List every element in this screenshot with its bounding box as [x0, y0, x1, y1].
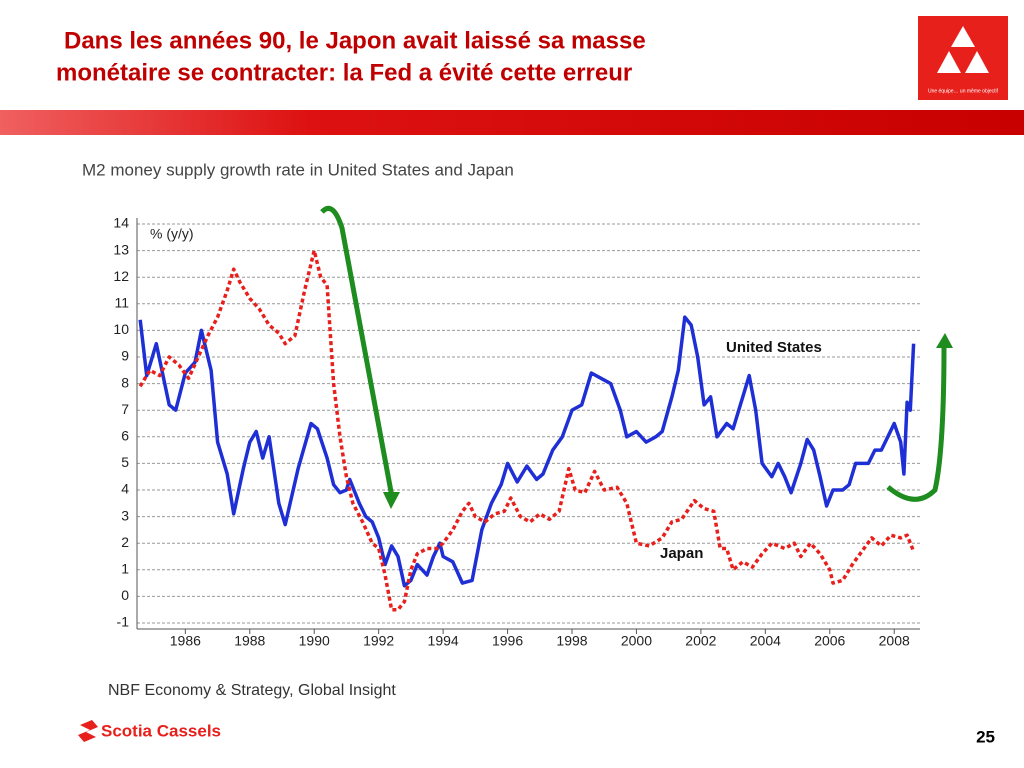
x-tick-label: 1988 [234, 633, 265, 649]
x-tick-label: 1990 [299, 633, 330, 649]
logo-icon [78, 720, 98, 742]
arrow [886, 344, 947, 502]
x-tick-label: 1996 [492, 633, 523, 649]
arrow-head [936, 333, 953, 348]
series-label: Japan [660, 545, 703, 562]
logo: Scotia Cassels [78, 720, 221, 742]
chart-title: M2 money supply growth rate in United St… [82, 160, 514, 179]
arrow [320, 206, 395, 498]
y-tick-label: 0 [121, 587, 129, 603]
x-tick-label: 1998 [556, 633, 587, 649]
x-tick-label: 2004 [750, 633, 781, 649]
y-tick-label: -1 [117, 614, 130, 630]
x-tick-label: 2000 [621, 633, 652, 649]
series-line [138, 315, 916, 588]
red-band [0, 110, 1024, 135]
x-tick-label: 1986 [170, 633, 201, 649]
y-tick-label: 3 [121, 507, 129, 523]
slide-title: monétaire se contracter: la Fed a évité … [56, 59, 632, 86]
badge-triangle [951, 26, 975, 47]
series-label: United States [726, 339, 822, 356]
y-axis-label: % (y/y) [150, 226, 194, 242]
y-tick-label: 13 [113, 241, 129, 257]
y-tick-label: 8 [121, 374, 129, 390]
badge-triangle [965, 51, 989, 73]
y-tick-label: 2 [121, 534, 129, 550]
y-tick-label: 4 [121, 481, 129, 497]
arrow-head [383, 492, 400, 509]
x-tick-label: 1994 [428, 633, 459, 649]
x-tick-label: 2002 [685, 633, 716, 649]
slide-title: Dans les années 90, le Japon avait laiss… [64, 27, 646, 54]
y-tick-label: 11 [114, 295, 129, 311]
y-tick-label: 14 [113, 215, 129, 231]
y-tick-label: 6 [121, 428, 129, 444]
badge-text: Une équipe… un même objectif [928, 88, 999, 94]
x-tick-label: 2008 [879, 633, 910, 649]
badge: Une équipe… un même objectif [918, 16, 1008, 100]
x-tick-label: 2006 [814, 633, 845, 649]
x-tick-label: 1992 [363, 633, 394, 649]
badge-triangle [937, 51, 961, 73]
page-number: 25 [976, 727, 995, 746]
logo-text: Scotia Cassels [101, 721, 221, 740]
y-tick-label: 7 [121, 401, 129, 417]
y-tick-label: 12 [113, 268, 129, 284]
y-tick-label: 9 [121, 348, 129, 364]
y-tick-label: 10 [113, 321, 129, 337]
series-line [138, 248, 916, 612]
y-tick-label: 5 [121, 454, 129, 470]
source: NBF Economy & Strategy, Global Insight [108, 682, 396, 699]
y-tick-label: 1 [121, 561, 129, 577]
